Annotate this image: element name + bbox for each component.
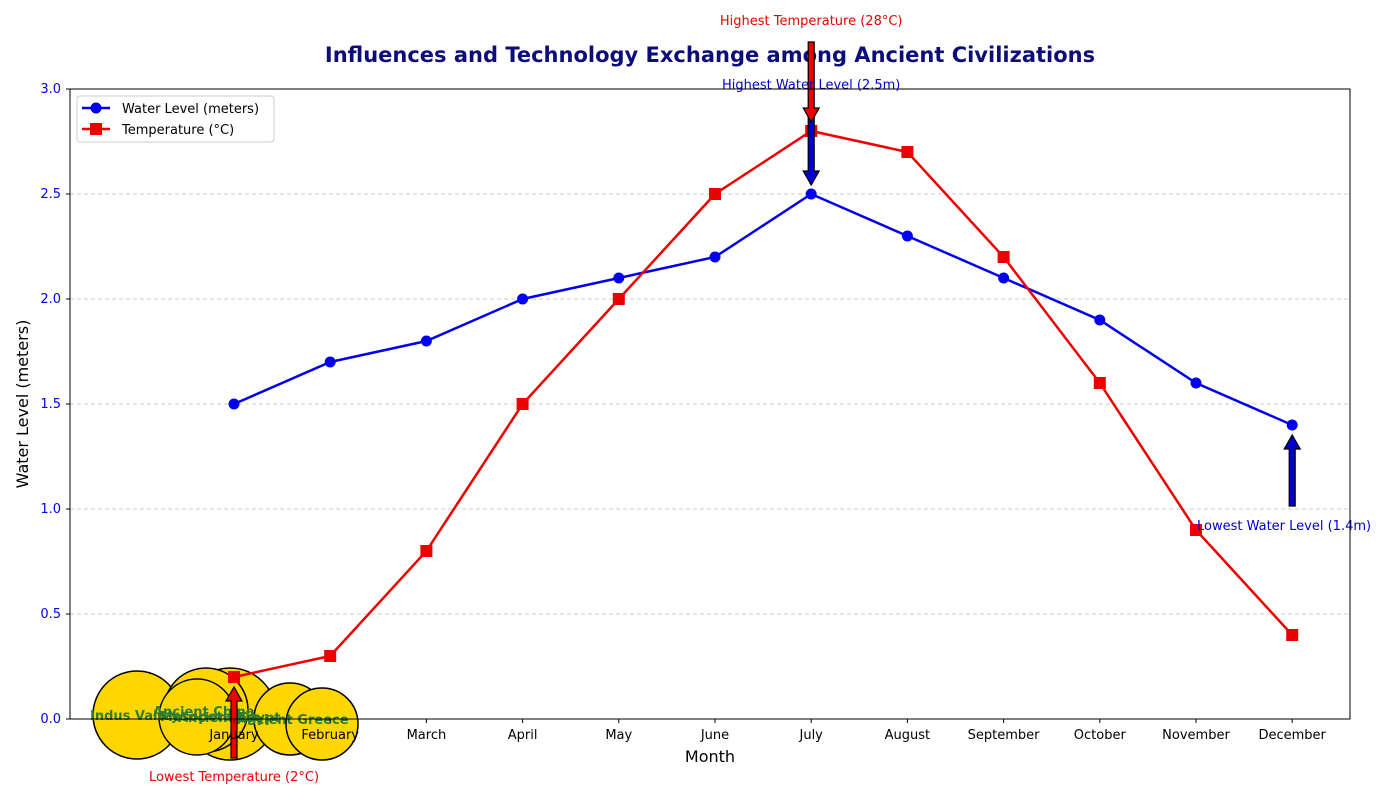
y-tick-label: 2.0 <box>40 292 61 307</box>
x-tick-label: February <box>301 728 359 743</box>
data-point-marker <box>420 335 432 347</box>
x-tick-label: January <box>208 728 259 743</box>
data-point-marker <box>997 251 1010 263</box>
legend-box <box>76 95 275 143</box>
data-point-marker <box>998 272 1010 284</box>
annotation-layer: Highest Temperature (28°C) Highest Water … <box>149 14 1371 785</box>
annotation-label: Lowest Water Level (1.4m) <box>1197 519 1371 534</box>
civilization-label: Ancient Greece <box>237 713 349 728</box>
axes: 0.0 0.5 1.0 1.5 2.0 2.5 3.0 January February Marc… <box>40 82 1326 743</box>
annotation-label: Highest Temperature (28°C) <box>720 14 903 29</box>
data-point-marker <box>805 188 817 200</box>
y-tick-label: 0.5 <box>40 607 61 622</box>
legend-marker <box>90 123 102 135</box>
x-tick-label: November <box>1162 728 1230 743</box>
data-point-marker <box>420 545 433 557</box>
data-point-marker <box>228 671 240 683</box>
x-tick-label: August <box>885 728 931 743</box>
x-tick-label: September <box>968 728 1041 743</box>
legend-label: Temperature (°C) <box>121 123 234 138</box>
x-tick-label: June <box>700 728 729 743</box>
data-point-marker <box>1286 419 1298 431</box>
data-point-marker <box>709 251 721 263</box>
data-point-marker <box>516 398 529 410</box>
series-line <box>233 129 1294 679</box>
x-tick-label: May <box>605 728 632 743</box>
civilization-bubble <box>285 687 359 761</box>
civilization-label: Ancient China <box>153 705 255 720</box>
series-line <box>233 192 1293 427</box>
x-axis-label: Month <box>685 747 735 766</box>
data-point-marker <box>901 230 913 242</box>
x-tick-label: April <box>508 728 538 743</box>
data-point-marker <box>1093 377 1106 389</box>
data-point-marker <box>1286 629 1299 641</box>
y-tick-label: 1.5 <box>40 397 61 412</box>
data-point-marker <box>612 293 625 305</box>
y-axis-label: Water Level (meters) <box>13 320 32 489</box>
chart-title: Influences and Technology Exchange among… <box>325 43 1095 67</box>
annotation-label: Highest Water Level (2.5m) <box>722 78 900 93</box>
y-tick-label: 3.0 <box>40 82 61 97</box>
x-tick-label: December <box>1258 728 1326 743</box>
y-tick-label: 0.0 <box>40 712 61 727</box>
data-point-marker <box>709 188 721 200</box>
annotation-arrow <box>802 109 821 187</box>
civilization-label: Indus Valley <box>90 709 180 724</box>
data-point-marker <box>1190 377 1202 389</box>
legend: Water Level (meters) Temperature (°C) <box>76 95 275 143</box>
y-tick-label: 1.0 <box>40 502 61 517</box>
data-point-marker <box>901 146 914 158</box>
y-tick-label: 2.5 <box>40 187 61 202</box>
data-point-marker <box>613 272 625 284</box>
x-tick-label: July <box>799 728 824 743</box>
legend-marker <box>90 102 102 114</box>
data-point-marker <box>228 398 240 410</box>
series-layer <box>228 125 1299 683</box>
legend-label: Water Level (meters) <box>122 102 259 117</box>
data-point-marker <box>1094 314 1106 326</box>
x-tick-label: March <box>407 728 447 743</box>
x-tick-label: October <box>1074 728 1127 743</box>
data-point-marker <box>324 650 337 662</box>
data-point-marker <box>517 293 529 305</box>
data-point-marker <box>324 356 336 368</box>
annotation-arrow <box>1283 433 1302 507</box>
annotation-label: Lowest Temperature (2°C) <box>149 770 319 785</box>
annotation-arrow <box>802 41 821 124</box>
data-point-marker <box>1190 524 1202 536</box>
